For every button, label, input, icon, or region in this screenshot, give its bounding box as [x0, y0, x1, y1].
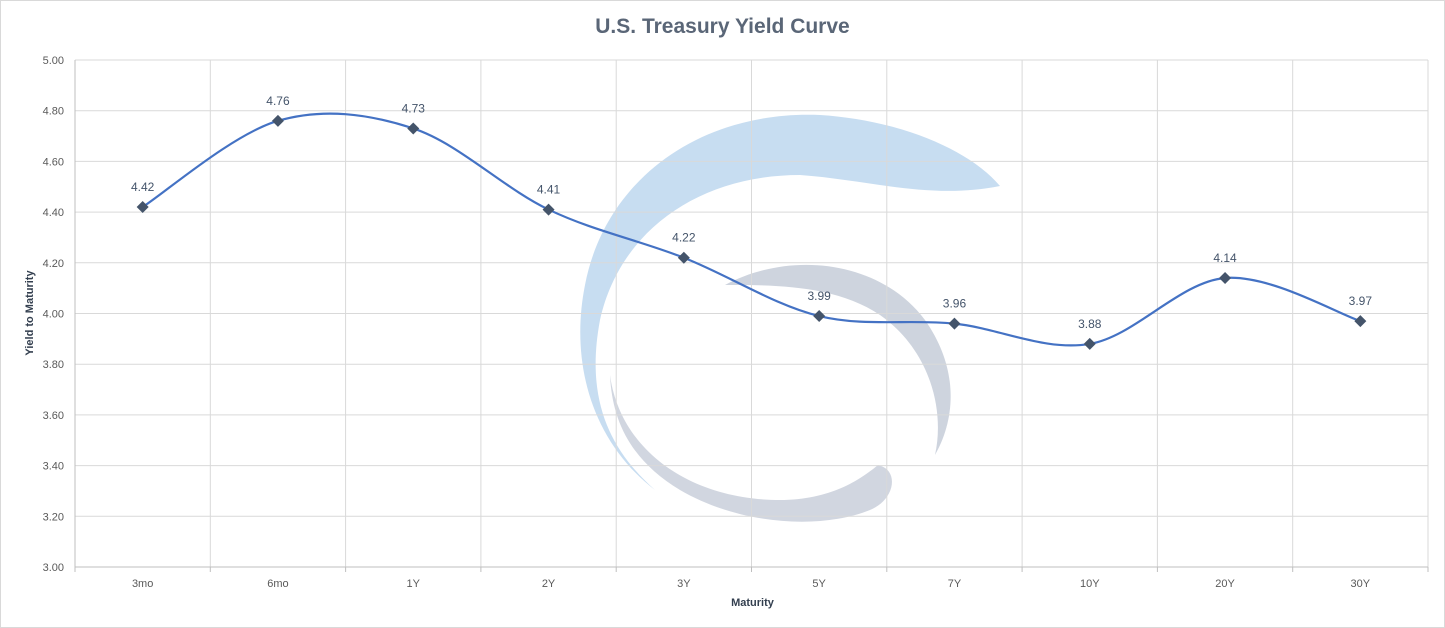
series-line	[142, 112, 1361, 347]
y-tick-label: 4.40	[43, 207, 64, 219]
x-tick-label: 20Y	[1215, 578, 1235, 590]
data-label: 3.88	[1078, 317, 1102, 331]
data-marker	[677, 251, 690, 264]
x-tick-label: 30Y	[1351, 578, 1371, 590]
data-marker	[407, 122, 420, 135]
data-marker	[271, 114, 284, 127]
y-tick-label: 4.00	[43, 309, 64, 321]
data-label: 4.22	[672, 231, 696, 245]
x-tick-label: 10Y	[1080, 578, 1100, 590]
x-tick-label: 3mo	[132, 578, 153, 590]
y-tick-label: 3.00	[43, 562, 64, 574]
y-tick-labels: 3.00 3.20 3.40 3.60 3.80 4.00 4.20 4.40 4.60 4.80…	[43, 55, 64, 574]
data-marker	[1083, 337, 1096, 350]
x-tick-label: 3Y	[677, 578, 691, 590]
data-label: 3.97	[1349, 294, 1373, 308]
watermark-gray-arc	[610, 375, 892, 522]
x-tick-label: 2Y	[542, 578, 556, 590]
y-axis-title: Yield to Maturity	[24, 270, 36, 356]
y-tick-label: 4.60	[43, 156, 64, 168]
x-tick-label: 5Y	[812, 578, 826, 590]
data-label: 4.42	[131, 180, 155, 194]
data-marker	[542, 203, 555, 216]
axes	[74, 60, 1429, 572]
x-tick-label: 7Y	[948, 578, 962, 590]
data-marker	[136, 201, 149, 214]
watermark-blue-swoosh	[580, 114, 1000, 491]
y-tick-label: 3.40	[43, 461, 64, 473]
data-marker	[1354, 315, 1367, 328]
data-label: 4.76	[266, 94, 290, 108]
y-tick-label: 3.80	[43, 359, 64, 371]
data-label: 3.99	[807, 289, 831, 303]
y-tick-label: 3.20	[43, 511, 64, 523]
data-label: 3.96	[943, 297, 967, 311]
data-labels: 4.42 4.76 4.73 4.41 4.22 3.99 3.96 3.88 4.14 3.97	[131, 94, 1372, 331]
y-tick-label: 5.00	[43, 55, 64, 67]
chart-title: U.S. Treasury Yield Curve	[595, 15, 850, 38]
x-tick-label: 1Y	[407, 578, 421, 590]
watermark-gray-swoosh	[725, 264, 951, 455]
data-label: 4.41	[537, 183, 561, 197]
y-tick-label: 4.20	[43, 258, 64, 270]
x-axis-title: Maturity	[731, 597, 774, 609]
data-marker	[813, 310, 826, 323]
data-label: 4.14	[1213, 251, 1237, 265]
gridlines	[75, 59, 1429, 567]
y-tick-label: 3.60	[43, 410, 64, 422]
watermark-logo	[580, 114, 1000, 522]
x-tick-label: 6mo	[267, 578, 288, 590]
data-marker	[948, 317, 961, 330]
data-label: 4.73	[402, 101, 426, 115]
data-marker	[1219, 272, 1232, 285]
data-markers	[136, 114, 1367, 350]
x-tick-labels: 3mo 6mo 1Y 2Y 3Y 5Y 7Y 10Y 20Y 30Y	[132, 578, 1371, 590]
y-tick-label: 4.80	[43, 106, 64, 118]
